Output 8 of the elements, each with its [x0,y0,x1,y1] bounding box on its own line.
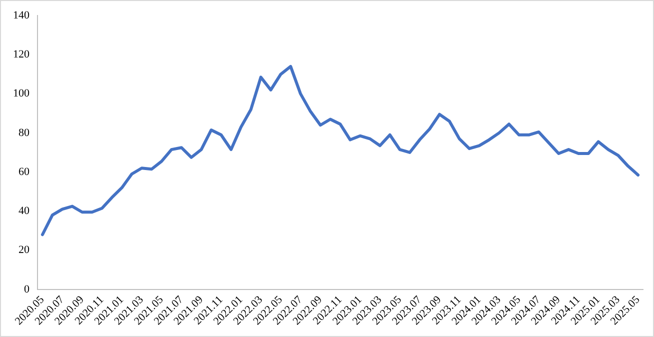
y-tick-label: 0 [24,283,30,296]
y-tick-label: 60 [18,166,30,178]
y-tick-label: 20 [18,244,30,256]
y-tick-label: 100 [13,88,30,100]
y-tick-label: 140 [13,9,30,22]
y-tick-label: 120 [13,48,30,61]
y-tick-label: 40 [18,205,30,218]
y-tick-label: 80 [18,126,30,139]
